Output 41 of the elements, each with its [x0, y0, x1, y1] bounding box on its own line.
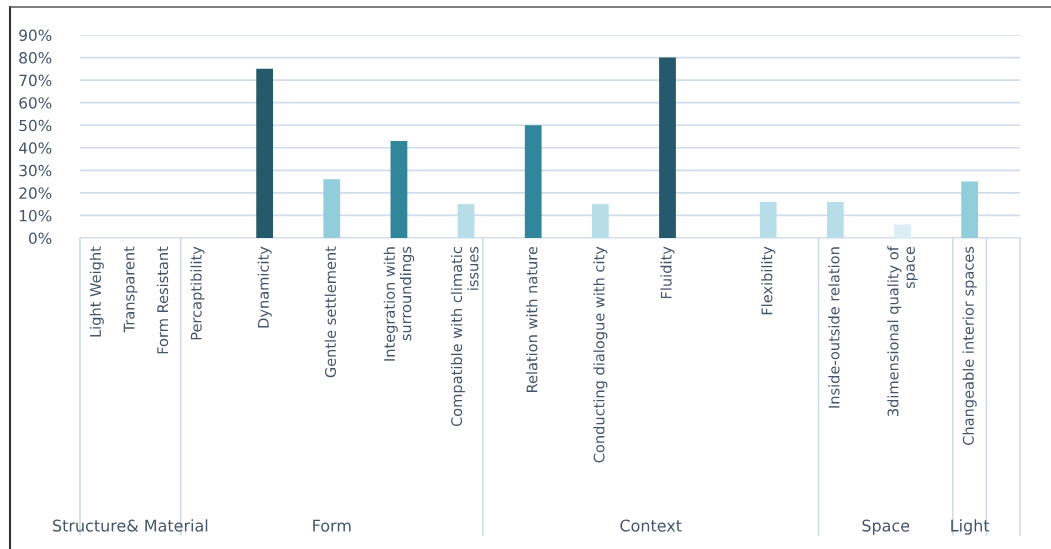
x-tick-label: Conducting dialogue with city	[593, 246, 608, 463]
bar	[323, 179, 341, 238]
x-tick-label: Compatible with climatic issues	[450, 246, 479, 427]
y-tick-label: 80%	[19, 52, 52, 64]
bar	[390, 141, 408, 238]
text: Light	[951, 519, 990, 535]
x-tick-label: Inside-outside relation	[828, 247, 840, 408]
x-tick-label: Changeable interior spaces	[962, 246, 977, 445]
y-tick-label: 20%	[19, 187, 52, 199]
x-tick-label: Light Weight	[89, 246, 104, 337]
y-tick-label: 90%	[19, 29, 52, 42]
y-tick-label: 0%	[28, 232, 52, 245]
y-tick-label: 60%	[19, 97, 52, 109]
text: Form	[313, 519, 351, 532]
x-tick-label: Relation with nature	[526, 246, 538, 393]
x-tick-label: Dynamicity	[257, 246, 272, 328]
bar	[591, 204, 609, 238]
text: Context	[620, 519, 682, 532]
bar	[826, 201, 844, 238]
text: Space	[862, 519, 910, 535]
bar	[759, 201, 777, 238]
x-tick-label: Fluidity	[660, 246, 675, 299]
x-tick-label: Percaptibility	[190, 246, 205, 340]
bar	[961, 181, 979, 238]
y-tick-label: 30%	[19, 164, 52, 177]
bar	[457, 204, 475, 238]
bar	[256, 68, 274, 238]
y-tick-label: 40%	[19, 142, 52, 154]
x-tick-label: Integration with surroundings	[383, 246, 415, 361]
bar	[894, 224, 911, 238]
x-tick-label: Gentle settlement	[324, 246, 337, 378]
x-tick-label: Form Resistant	[156, 246, 169, 354]
y-tick-label: 10%	[19, 209, 52, 222]
y-tick-label: 70%	[19, 74, 52, 87]
bar	[524, 125, 542, 238]
bar	[659, 57, 676, 238]
x-tick-label: Flexibility	[761, 246, 776, 315]
x-tick-label: Transparent	[123, 246, 138, 333]
text: Structure& Material	[53, 519, 208, 532]
x-tick-label: 3dimensional quality of space	[887, 245, 918, 417]
y-tick-label: 50%	[19, 119, 52, 132]
